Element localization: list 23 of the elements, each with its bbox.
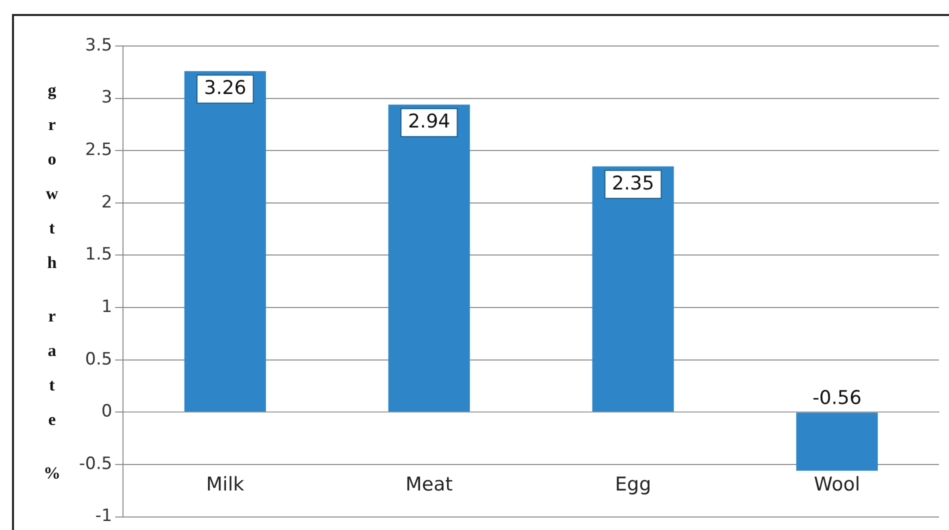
y-tick-label: -0.5 bbox=[79, 454, 112, 474]
y-tick-label: 1.5 bbox=[85, 244, 112, 265]
y-tick-label: 3 bbox=[101, 88, 112, 108]
y-tick-label: 2.5 bbox=[85, 140, 112, 160]
x-tick-label: Egg bbox=[614, 474, 652, 496]
bar bbox=[184, 71, 266, 412]
bar bbox=[592, 166, 674, 412]
y-tick-label: 0.5 bbox=[85, 349, 112, 370]
y-tick-label: 3.5 bbox=[85, 35, 112, 56]
data-label: -0.56 bbox=[812, 387, 862, 410]
data-label: 2.94 bbox=[408, 110, 450, 133]
text: growth rate % bbox=[44, 80, 60, 482]
x-tick-label: Wool bbox=[814, 474, 860, 496]
data-label: 3.26 bbox=[204, 77, 246, 100]
y-tick-label: 1 bbox=[101, 296, 112, 317]
bar bbox=[388, 104, 470, 412]
data-label: 2.35 bbox=[612, 172, 654, 194]
y-tick-label: 2 bbox=[101, 192, 112, 212]
y-tick-label: 0 bbox=[101, 402, 112, 422]
y-tick-label: -1 bbox=[95, 506, 112, 526]
bar bbox=[796, 412, 878, 471]
x-tick-label: Milk bbox=[206, 474, 244, 496]
x-tick-label: Meat bbox=[406, 474, 453, 496]
